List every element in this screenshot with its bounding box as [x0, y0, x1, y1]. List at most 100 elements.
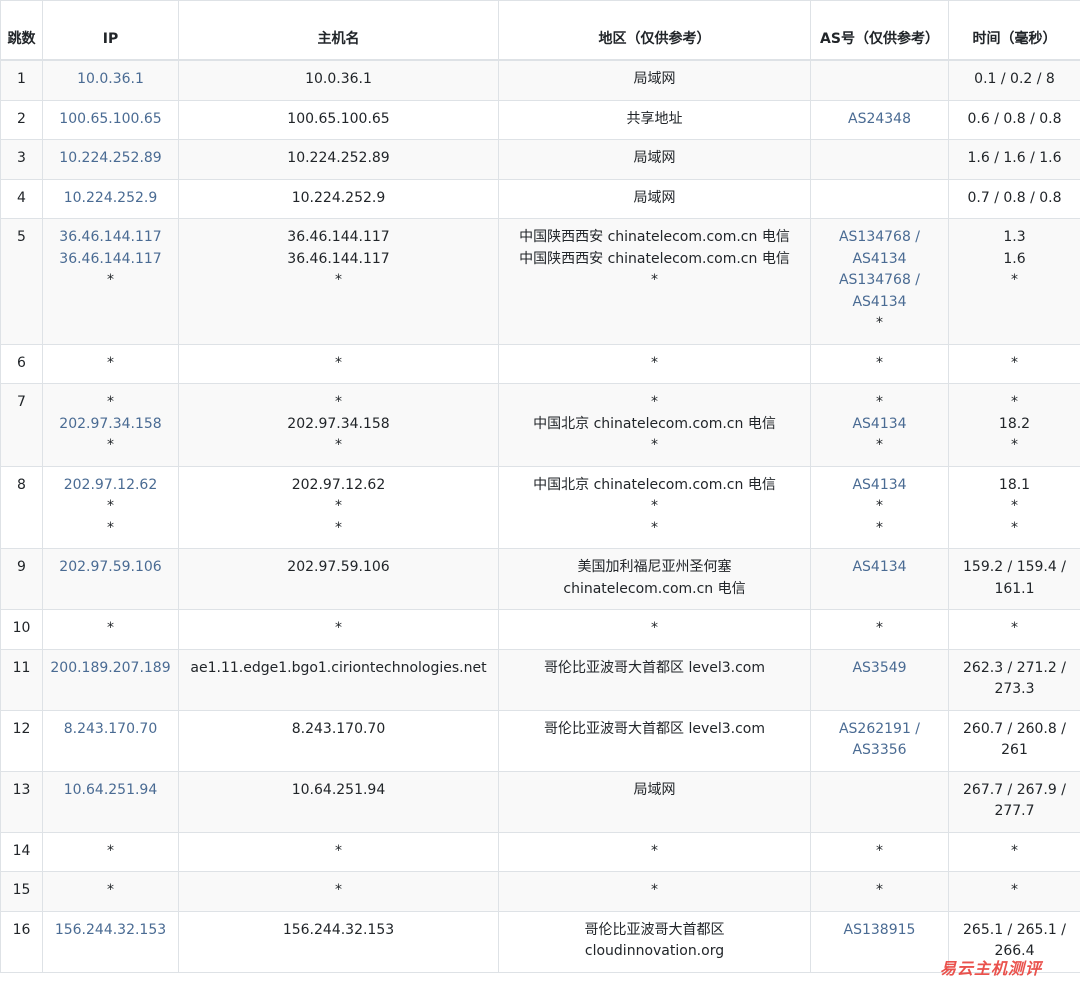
host-text: *	[335, 437, 342, 453]
hop-text: 4	[17, 189, 26, 206]
cell-as: *	[810, 343, 949, 384]
ip-link[interactable]: 10.224.252.9	[63, 189, 158, 206]
time-text: *	[1011, 882, 1018, 898]
time-text: 0.6 / 0.8 / 0.8	[967, 110, 1062, 127]
cell-ip: *	[42, 609, 179, 650]
cell-time: 159.2 / 159.4 / 161.1	[948, 548, 1080, 610]
host-text: 10.224.252.89	[287, 150, 390, 166]
host-text: *	[335, 272, 342, 288]
time-text: 18.1	[998, 476, 1031, 493]
time-text: *	[1011, 519, 1018, 536]
as-text: *	[876, 394, 883, 410]
cell-as: AS4134	[810, 548, 949, 610]
region-text: 局域网	[633, 781, 676, 798]
hop-text: 6	[17, 354, 26, 371]
host-text: 8.243.170.70	[291, 720, 386, 737]
as-text: *	[876, 842, 883, 859]
cell-host: 100.65.100.65	[178, 99, 499, 140]
cell-host: * 202.97.34.158 *	[178, 383, 499, 467]
as-link[interactable]: AS134768 /	[838, 229, 921, 245]
cell-region: *	[498, 609, 811, 650]
cell-host: 10.0.36.1	[178, 59, 499, 101]
cell-hop: 4	[0, 178, 43, 219]
ip-link[interactable]: 156.244.32.153	[54, 921, 167, 938]
ip-link[interactable]: 200.189.207.189	[50, 659, 171, 676]
as-link[interactable]: AS4134	[852, 559, 907, 575]
region-text: 哥伦比亚波哥大首都区 level3.com	[544, 720, 765, 737]
as-link[interactable]: AS24348	[848, 110, 911, 127]
as-link[interactable]: AS134768 /	[838, 272, 921, 288]
table-row: 11 200.189.207.189 ae1.11.edge1.bgo1.cirio…	[0, 648, 1080, 711]
cell-hop: 15	[0, 871, 43, 912]
cell-hop: 10	[0, 609, 43, 650]
time-text: 267.7 / 267.9 /	[963, 781, 1066, 798]
host-text: *	[335, 882, 342, 898]
cell-hop: 6	[0, 343, 43, 384]
host-text: ae1.11.edge1.bgo1.ciriontechnologies.net	[190, 659, 487, 676]
table-row: 7 * 202.97.34.158 * * 202.97.34.158 * * 中国北京 chi…	[0, 383, 1080, 467]
cell-hop: 7	[0, 383, 43, 467]
cell-as: *	[810, 609, 949, 650]
cell-hop: 16	[0, 910, 43, 973]
cell-ip: 10.64.251.94	[42, 770, 179, 833]
header-ip: IP	[42, 0, 179, 61]
time-text: 265.1 / 265.1 /	[963, 921, 1066, 938]
as-link[interactable]: AS4134	[852, 250, 907, 267]
as-link[interactable]: AS4134	[852, 476, 907, 493]
hop-text: 12	[12, 720, 31, 737]
cell-region: *	[498, 343, 811, 384]
cell-time: 265.1 / 265.1 / 266.4	[948, 910, 1080, 973]
ip-link[interactable]: 8.243.170.70	[63, 720, 158, 737]
table-row: 12 8.243.170.70 8.243.170.70 哥伦比亚波哥大首都区 lev…	[0, 709, 1080, 772]
region-text: *	[651, 842, 658, 859]
cell-ip: 10.224.252.89	[42, 139, 179, 180]
time-text: *	[1011, 394, 1018, 410]
ip-link[interactable]: 36.46.144.117	[59, 229, 162, 245]
ip-link[interactable]: 10.64.251.94	[63, 781, 158, 798]
cell-region: *	[498, 831, 811, 872]
as-text: *	[876, 882, 883, 898]
as-link[interactable]: AS138915	[843, 921, 916, 938]
cell-host: 202.97.12.62 * *	[178, 465, 499, 549]
host-text: 36.46.144.117	[287, 229, 390, 245]
time-text: 261	[1001, 742, 1028, 758]
table-row: 9 202.97.59.106 202.97.59.106 美国加利福尼亚州圣何塞 ch…	[0, 548, 1080, 610]
hop-text: 2	[17, 110, 26, 127]
cell-region: 中国北京 chinatelecom.com.cn 电信 * *	[498, 465, 811, 549]
cell-time: 260.7 / 260.8 / 261	[948, 709, 1080, 772]
cell-hop: 12	[0, 709, 43, 772]
cell-ip: 200.189.207.189	[42, 648, 179, 711]
as-link[interactable]: AS4134	[852, 415, 907, 432]
cell-time: 0.6 / 0.8 / 0.8	[948, 99, 1080, 140]
cell-ip: 10.0.36.1	[42, 59, 179, 101]
ip-link[interactable]: 202.97.59.106	[59, 559, 162, 575]
ip-link[interactable]: 10.224.252.89	[59, 150, 162, 166]
cell-host: *	[178, 343, 499, 384]
time-text: 266.4	[994, 943, 1035, 959]
cell-host: 10.224.252.9	[178, 178, 499, 219]
table-row: 10 * * * * *	[0, 609, 1080, 650]
ip-link[interactable]: 202.97.12.62	[63, 476, 158, 493]
cell-host: *	[178, 609, 499, 650]
hop-text: 14	[12, 842, 31, 859]
cell-as: AS24348	[810, 99, 949, 140]
cell-as: *	[810, 831, 949, 872]
ip-text: *	[107, 620, 114, 636]
ip-link[interactable]: 100.65.100.65	[59, 110, 162, 127]
ip-link[interactable]: 36.46.144.117	[59, 250, 162, 267]
as-link[interactable]: AS262191 /	[838, 720, 921, 737]
ip-link[interactable]: 10.0.36.1	[77, 71, 144, 87]
time-text: *	[1011, 272, 1018, 288]
as-link[interactable]: AS3356	[852, 742, 907, 758]
ip-link[interactable]: 202.97.34.158	[59, 415, 162, 432]
region-text: 共享地址	[626, 110, 683, 127]
cell-as	[810, 59, 949, 101]
host-text: 10.0.36.1	[305, 71, 372, 87]
as-link[interactable]: AS3549	[852, 659, 907, 676]
host-text: 10.224.252.9	[291, 189, 386, 206]
as-link[interactable]: AS4134	[852, 293, 907, 310]
region-text: chinatelecom.com.cn 电信	[563, 580, 746, 597]
cell-as: AS4134 * *	[810, 465, 949, 549]
cell-as: AS262191 / AS3356	[810, 709, 949, 772]
cell-hop: 8	[0, 465, 43, 549]
